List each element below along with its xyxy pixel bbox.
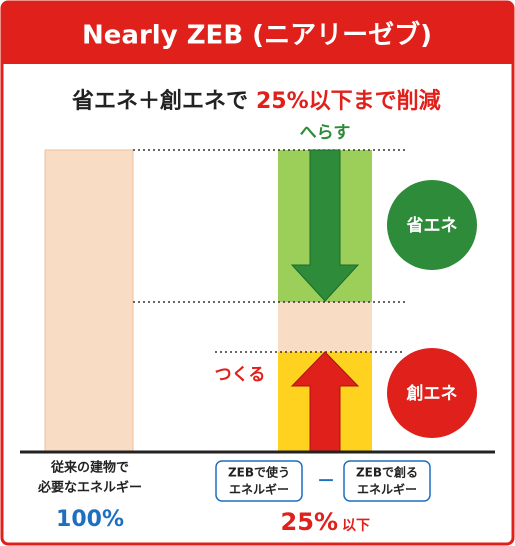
up-arrow bbox=[290, 351, 360, 453]
conventional-line: 従来の建物で bbox=[50, 460, 129, 476]
saving-badge bbox=[387, 180, 477, 270]
saving-badge-text: 省エネ bbox=[406, 215, 458, 236]
guides bbox=[133, 149, 405, 353]
generation-badge bbox=[387, 348, 477, 438]
created-box-line: エネルギー bbox=[357, 482, 417, 497]
conventional-percent: 100% bbox=[56, 507, 124, 532]
reduce-label: へらす bbox=[300, 123, 351, 143]
created-box bbox=[343, 460, 431, 502]
zeb-qualifier: 以下 bbox=[342, 518, 370, 534]
created-box-line: ZEBで創る bbox=[356, 465, 418, 480]
used-box bbox=[215, 460, 303, 502]
conventional-line: 必要なエネルギー bbox=[37, 480, 142, 496]
conventional-bar bbox=[44, 149, 134, 453]
used-block bbox=[278, 302, 372, 352]
used-box-line: エネルギー bbox=[229, 482, 289, 497]
zeb-percent: 25% bbox=[281, 508, 338, 536]
down-arrow bbox=[290, 149, 360, 302]
generation-badge-text: 創エネ bbox=[406, 383, 458, 404]
operator: － bbox=[317, 471, 335, 492]
headline-emphasis: 25%以下まで削減 bbox=[256, 89, 441, 114]
headline-lead: 省エネ＋創エネで bbox=[71, 89, 248, 114]
used-box-line: ZEBで使う bbox=[228, 465, 290, 480]
header-title: Nearly ZEB (ニアリーゼブ) bbox=[82, 20, 432, 51]
create-label: つくる bbox=[215, 365, 266, 385]
header-bar bbox=[2, 2, 513, 64]
